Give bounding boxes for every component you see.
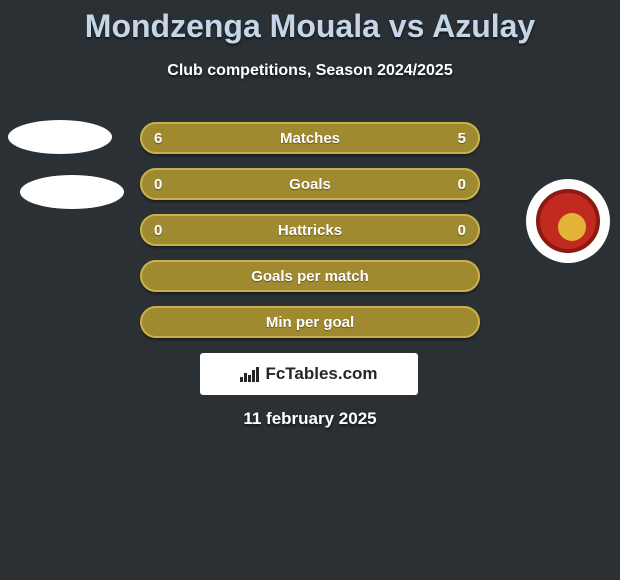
chart-icon (240, 366, 259, 382)
stat-right-value: 0 (458, 222, 466, 239)
club-badge-right (526, 179, 610, 263)
club-badge-left-1 (8, 120, 112, 154)
stat-label: Min per goal (266, 314, 354, 331)
stat-label: Goals per match (251, 268, 369, 285)
stat-label: Matches (280, 130, 340, 147)
stat-right-value: 0 (458, 176, 466, 193)
page-subtitle: Club competitions, Season 2024/2025 (0, 62, 620, 80)
stat-left-value: 6 (154, 130, 162, 147)
club-badge-left-2 (20, 175, 124, 209)
fctables-attribution: FcTables.com (200, 353, 418, 395)
stat-left-value: 0 (154, 222, 162, 239)
fctables-text: FcTables.com (265, 364, 377, 384)
stat-label: Hattricks (278, 222, 342, 239)
stat-right-value: 5 (458, 130, 466, 147)
stat-left-value: 0 (154, 176, 162, 193)
stat-label: Goals (289, 176, 331, 193)
page-title: Mondzenga Mouala vs Azulay (0, 8, 620, 45)
stat-bar-min-per-goal: Min per goal (140, 306, 480, 338)
stat-bar-matches: 6 Matches 5 (140, 122, 480, 154)
stat-bar-goals-per-match: Goals per match (140, 260, 480, 292)
date-label: 11 february 2025 (0, 409, 620, 429)
stat-bar-goals: 0 Goals 0 (140, 168, 480, 200)
stat-bar-hattricks: 0 Hattricks 0 (140, 214, 480, 246)
